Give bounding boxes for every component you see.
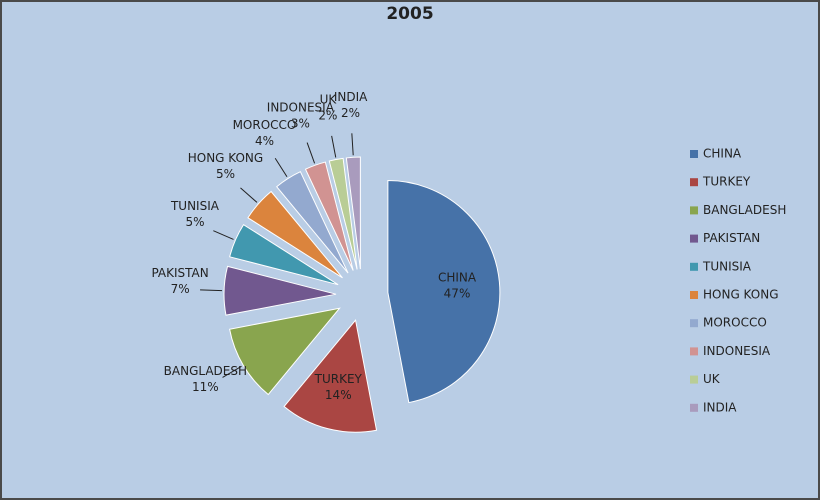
pie-slice [345,156,361,270]
leader-line [213,230,234,240]
legend-swatch [690,319,698,328]
data-label-value: 11% [192,380,219,394]
legend-label: UK [703,372,721,386]
legend-label: HONG KONG [703,288,779,302]
legend-label: INDIA [703,400,737,414]
pie-slice [247,190,343,279]
pie-slice [275,171,349,274]
data-label-value: 7% [171,282,190,296]
legend-swatch [690,403,698,412]
leader-line [222,365,242,378]
data-label-name: UK [320,93,338,107]
leader-line [274,157,288,178]
legend-swatch [690,291,698,299]
legend-swatch [690,347,698,356]
pie-slice [229,307,341,396]
legend-label: INDONESIA [703,344,771,358]
data-label-name: PAKISTAN [151,266,208,280]
legend-label: MOROCCO [703,316,767,330]
chart-title: 2005 [386,4,433,24]
legend-label: TUNISIA [702,259,752,273]
data-label-value: 4% [255,134,274,148]
legend-swatch [690,206,698,215]
data-label-value: 5% [185,215,204,229]
data-label-value: 47% [444,287,471,301]
legend-swatch [690,150,698,158]
data-label-value: 2% [318,109,337,123]
pie-slice [387,180,501,404]
data-label-value: 5% [216,167,235,181]
data-label-value: 14% [325,388,352,402]
leader-line [200,289,223,292]
leader-line [240,187,258,203]
data-label-name: INDONESIA [267,100,335,114]
pie-slice [229,223,339,286]
leader-line [351,133,354,156]
legend-swatch [690,262,698,271]
data-label-name: TUNISIA [170,199,220,213]
data-label-name: INDIA [334,90,368,104]
data-label-name: BANGLADESH [164,364,247,378]
data-label-name: TURKEY [314,372,363,386]
leader-line [331,135,337,158]
legend-label: TURKEY [702,175,751,189]
data-label-name: HONG KONG [188,151,264,165]
legend-label: CHINA [703,147,742,161]
legend-swatch [690,178,698,187]
leader-line [306,142,316,164]
pie-slice [223,265,337,316]
pie-slice [304,161,354,271]
data-label-name: CHINA [438,271,477,285]
legend-label: PAKISTAN [703,231,760,245]
data-label-value: 3% [291,116,310,130]
legend-label: BANGLADESH [703,203,786,217]
data-label-name: MOROCCO [233,118,297,132]
data-label-value: 2% [341,106,360,120]
legend-swatch [690,375,698,384]
pie-slice [283,319,378,433]
pie-slice [328,157,358,270]
legend-swatch [690,234,698,243]
